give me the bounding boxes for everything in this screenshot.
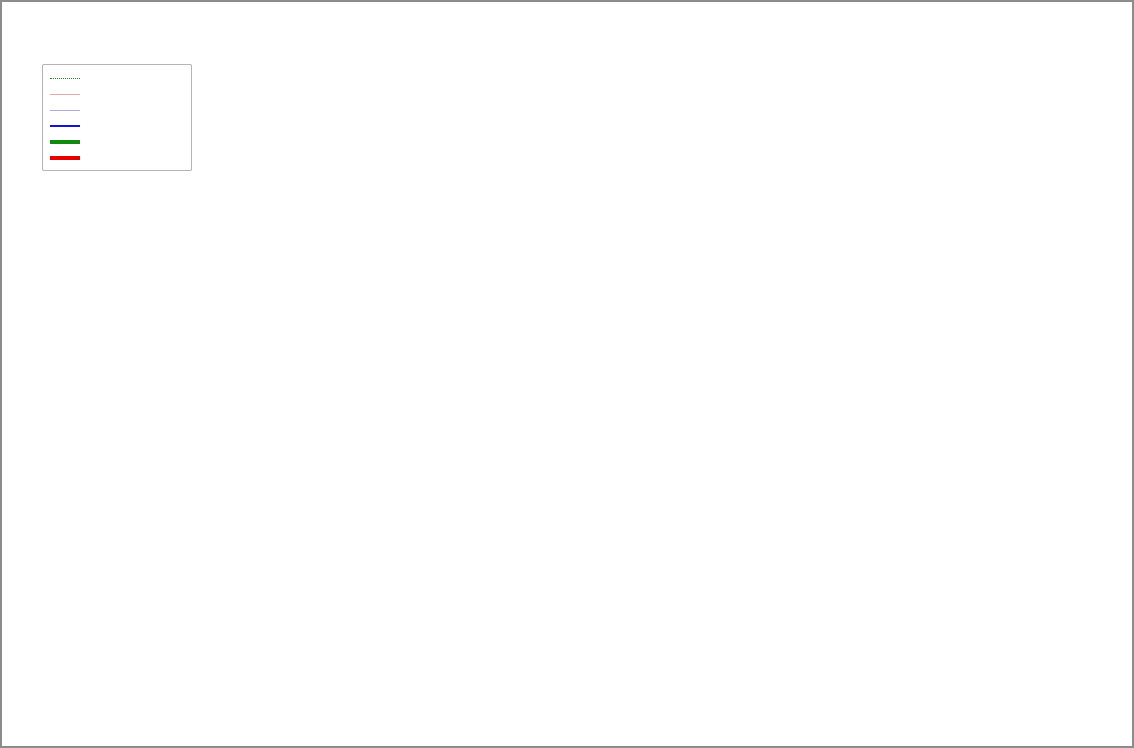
temperature-line-sample: [50, 156, 80, 160]
pseudoadiabat-line-sample: [50, 109, 80, 111]
sat-mix-ratio-line-sample: [50, 77, 80, 79]
legend-item-dry-adiabats: [50, 86, 184, 102]
dry-adiabat-line-sample: [50, 93, 80, 95]
legend-item-dewpoint: [50, 134, 184, 150]
legend-item-wetbulb: [50, 118, 184, 134]
dewpoint-line-sample: [50, 140, 80, 144]
legend: [42, 64, 192, 171]
legend-item-sat-mix-ratio: [50, 70, 184, 86]
legend-item-pseudoadiabats: [50, 102, 184, 118]
wetbulb-line-sample: [50, 125, 80, 127]
legend-item-temperature: [50, 150, 184, 166]
